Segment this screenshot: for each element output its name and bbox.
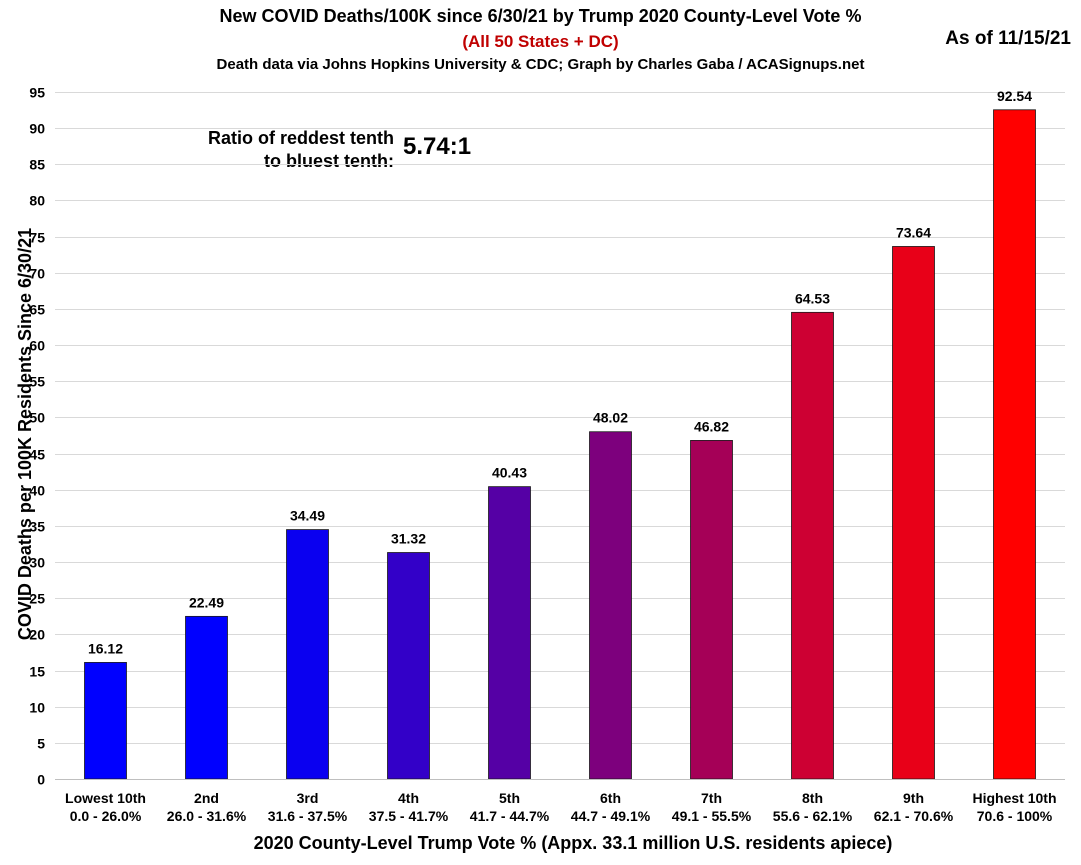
as-of-date: As of 11/15/21 (945, 28, 1071, 49)
y-tick-label: 85 (29, 157, 45, 173)
x-axis-categories: Lowest 10th 0.0 - 26.0% 2nd 26.0 - 31.6% 3rd… (65, 790, 1056, 824)
y-tick-label: 20 (29, 627, 45, 643)
chart-subtitle-states: (All 50 States + DC) (462, 32, 619, 51)
y-axis-title: COVID Deaths per 100K Residents Since 6/… (15, 228, 35, 640)
x-category-label: 6th (600, 790, 621, 806)
x-category-label: 8th (802, 790, 823, 806)
data-label: 40.43 (492, 465, 527, 481)
x-category-label: 2nd (194, 790, 219, 806)
bars (84, 109, 1036, 780)
data-label: 73.64 (896, 224, 931, 240)
bar (286, 529, 329, 780)
bar (589, 431, 632, 780)
ratio-label-line1: Ratio of reddest tenth (207, 128, 394, 148)
ratio-annotation-value: 5.74:1 (403, 133, 472, 160)
x-range-label: 37.5 - 41.7% (369, 808, 449, 824)
y-axis-ticks: 0 5 10 15 20 25 30 35 40 45 50 55 60 65 70 75 80 85 90 95 (29, 85, 45, 788)
y-tick-label: 65 (29, 302, 45, 318)
data-label: 46.82 (694, 418, 729, 434)
x-category-label: Lowest 10th (65, 790, 146, 806)
bar (791, 311, 834, 780)
x-category-label: 5th (499, 790, 520, 806)
bar (488, 486, 531, 780)
y-tick-label: 15 (29, 664, 45, 680)
chart-subtitle-source: Death data via Johns Hopkins University … (216, 56, 865, 73)
bar (993, 109, 1036, 780)
data-label: 64.53 (795, 290, 830, 306)
x-range-label: 44.7 - 49.1% (571, 808, 651, 824)
bar (387, 552, 430, 780)
data-label: 48.02 (593, 410, 628, 426)
x-category-label: Highest 10th (972, 790, 1056, 806)
bar (84, 662, 127, 780)
y-tick-label: 35 (29, 519, 45, 535)
y-tick-label: 75 (29, 230, 45, 246)
bar (185, 615, 228, 780)
y-tick-label: 50 (29, 410, 45, 426)
x-axis-title: 2020 County-Level Trump Vote % (Appx. 33… (254, 833, 893, 853)
y-tick-label: 5 (37, 736, 45, 752)
y-tick-label: 0 (37, 772, 45, 788)
data-label: 31.32 (391, 531, 426, 547)
x-range-label: 70.6 - 100% (977, 808, 1053, 824)
data-label: 34.49 (290, 508, 325, 524)
x-range-label: 62.1 - 70.6% (874, 808, 954, 824)
data-label: 92.54 (997, 88, 1032, 104)
x-range-label: 26.0 - 31.6% (167, 808, 247, 824)
ratio-label-line2: to bluest tenth: (264, 151, 394, 171)
x-range-label: 41.7 - 44.7% (470, 808, 550, 824)
y-tick-label: 30 (29, 555, 45, 571)
data-label: 16.12 (88, 640, 123, 656)
y-tick-label: 60 (29, 338, 45, 354)
x-category-label: 3rd (297, 790, 319, 806)
y-tick-label: 70 (29, 266, 45, 282)
y-tick-label: 90 (29, 121, 45, 137)
x-category-label: 9th (903, 790, 924, 806)
y-tick-label: 25 (29, 591, 45, 607)
bar (892, 246, 935, 780)
x-range-label: 49.1 - 55.5% (672, 808, 752, 824)
data-labels: 16.12 22.49 34.49 31.32 40.43 48.02 46.82 64.53… (88, 88, 1032, 657)
y-tick-label: 40 (29, 483, 45, 499)
x-range-label: 0.0 - 26.0% (70, 808, 142, 824)
x-category-label: 4th (398, 790, 419, 806)
bar (690, 440, 733, 780)
y-tick-label: 80 (29, 193, 45, 209)
data-label: 22.49 (189, 594, 224, 610)
y-tick-label: 45 (29, 447, 45, 463)
y-tick-label: 10 (29, 700, 45, 716)
x-range-label: 31.6 - 37.5% (268, 808, 348, 824)
x-category-label: 7th (701, 790, 722, 806)
chart-title: New COVID Deaths/100K since 6/30/21 by T… (219, 6, 862, 26)
y-tick-label: 95 (29, 85, 45, 101)
ratio-annotation-label: Ratio of reddest tenth to bluest tenth: (150, 127, 394, 173)
y-tick-label: 55 (29, 374, 45, 390)
x-range-label: 55.6 - 62.1% (773, 808, 853, 824)
